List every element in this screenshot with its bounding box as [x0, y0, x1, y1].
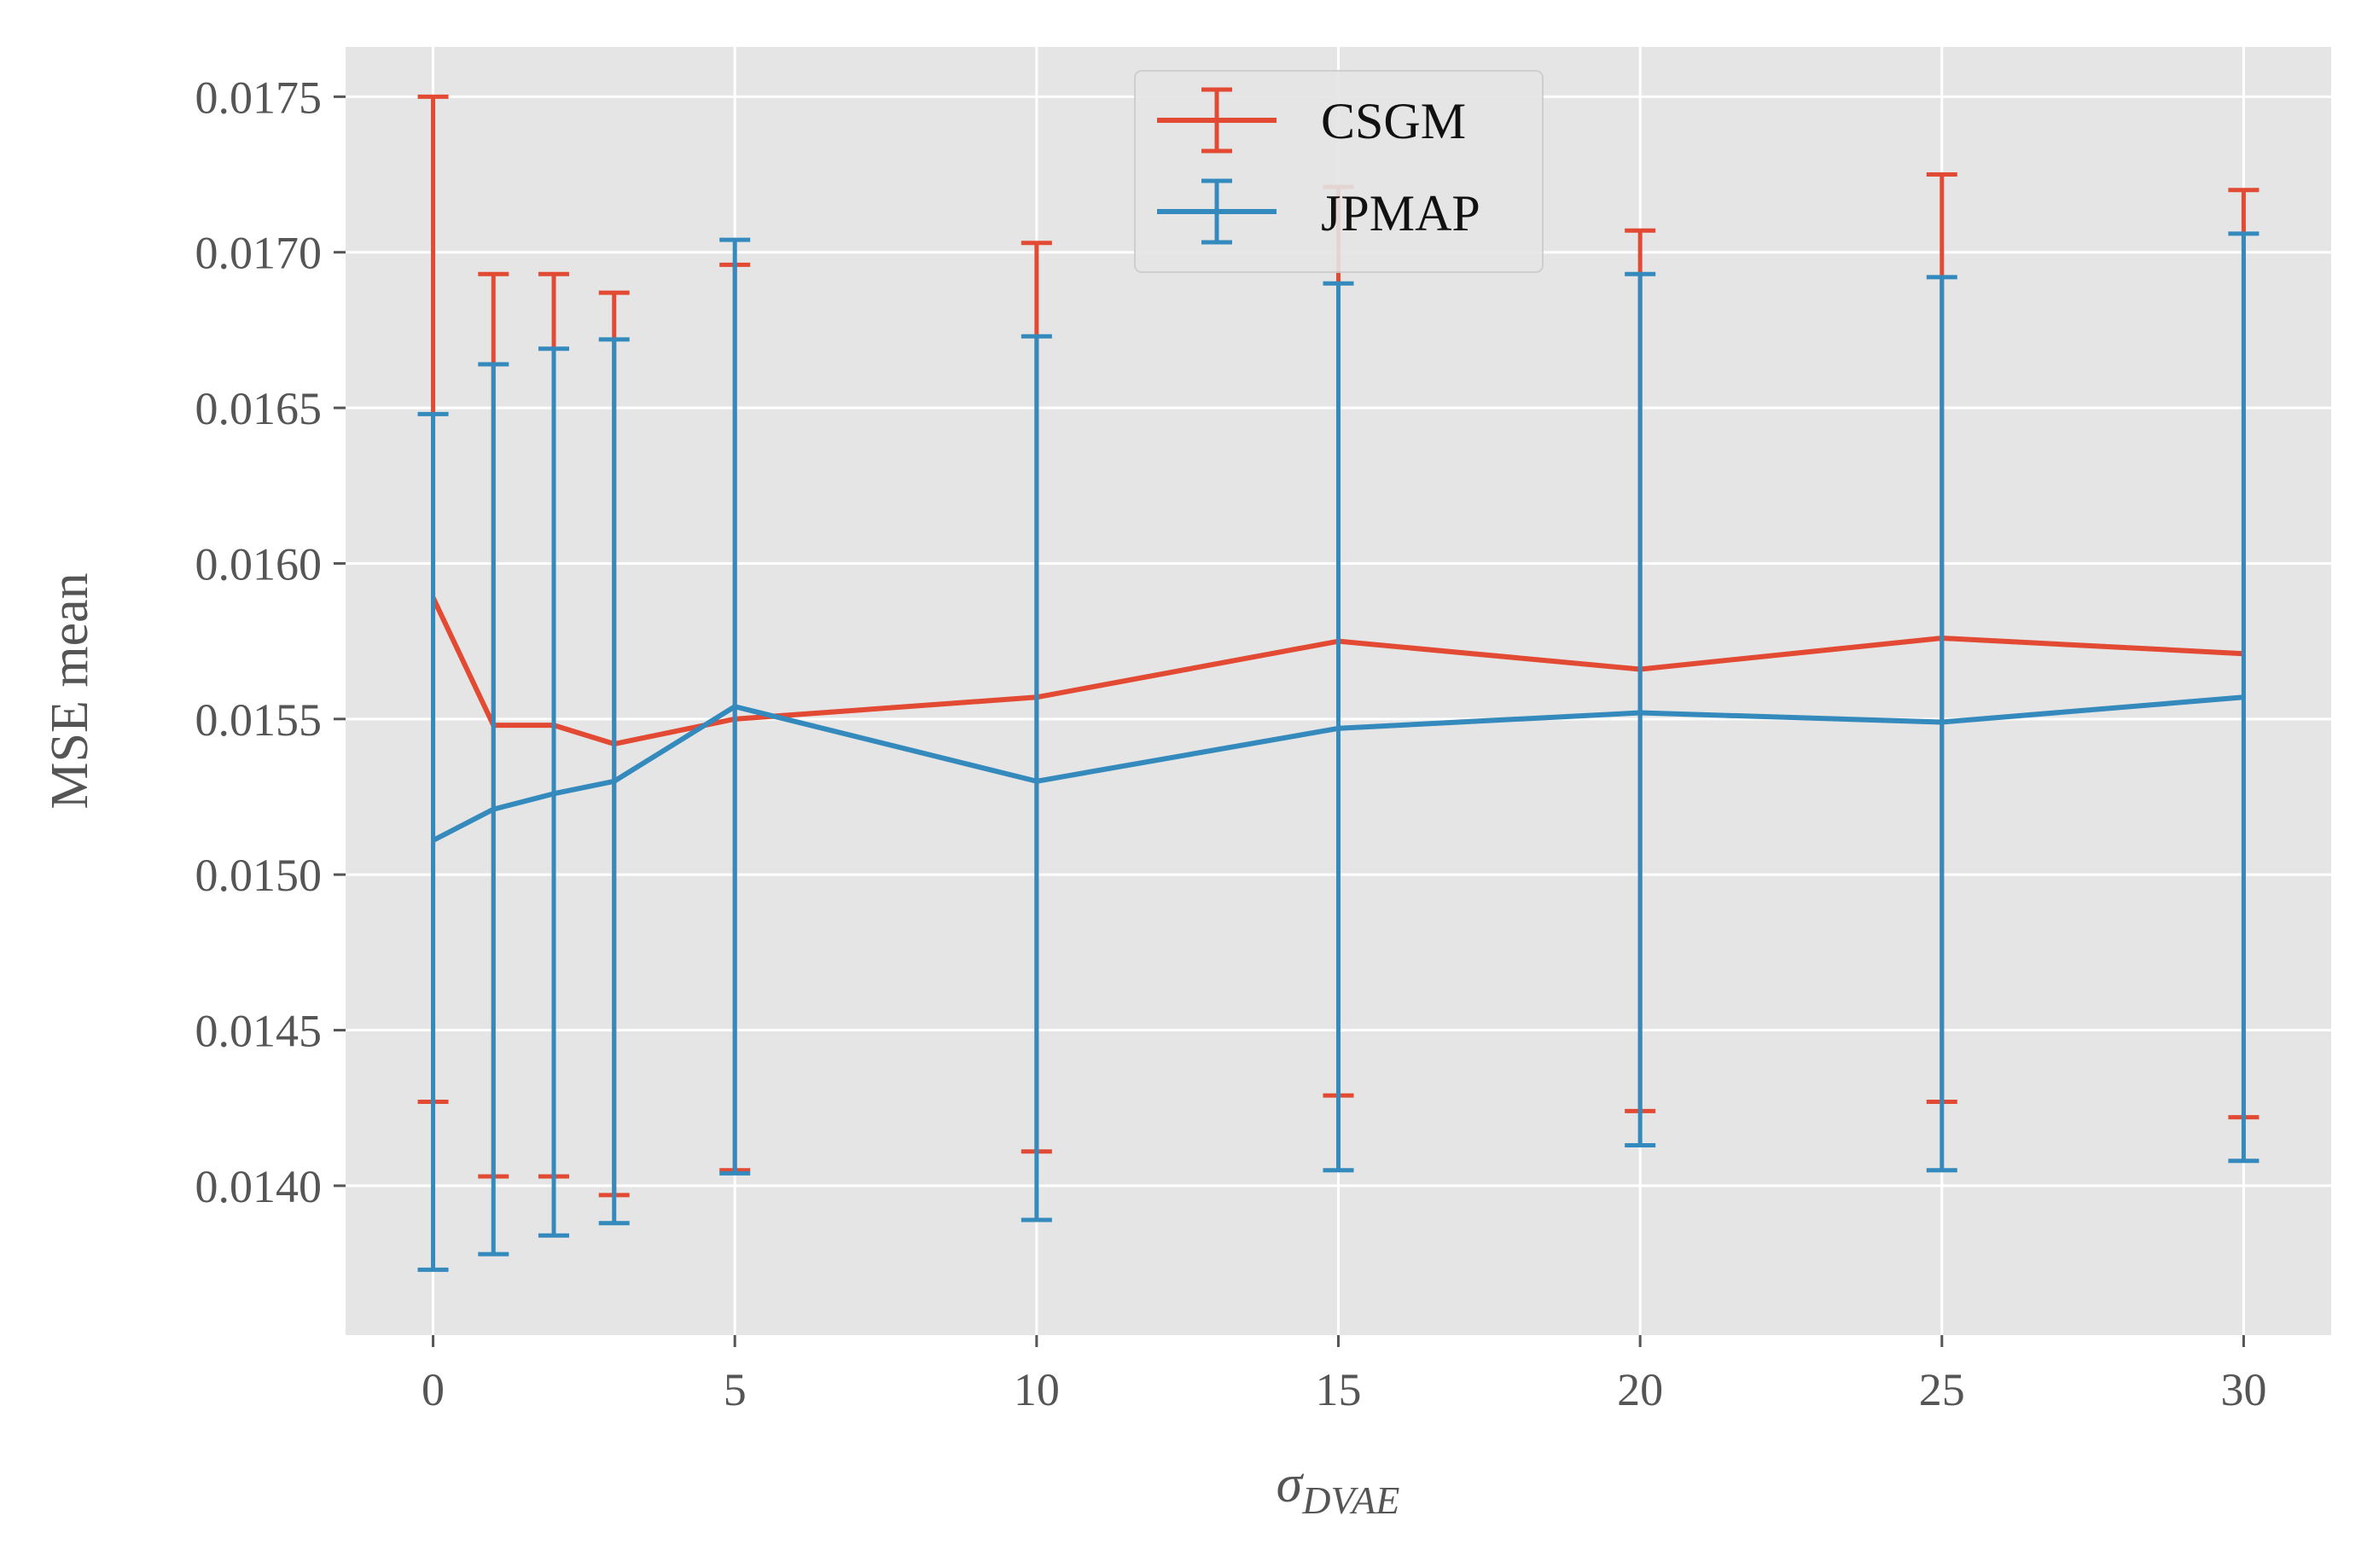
series-line-csgm: [430, 596, 2244, 747]
x-tick-label: 30: [2220, 1364, 2266, 1415]
legend: CSGM JPMAP: [1134, 70, 1544, 273]
y-tick-label: 0.0140: [195, 1161, 323, 1212]
x-tick-label: 20: [1617, 1364, 1663, 1415]
legend-entry-csgm: CSGM: [1157, 87, 1466, 154]
x-tick-label: 10: [1014, 1364, 1060, 1415]
legend-entry-jpmap: JPMAP: [1157, 178, 1480, 245]
y-tick-label: 0.0170: [195, 228, 323, 279]
y-tick-label: 0.0150: [195, 850, 323, 901]
x-tick-label: 15: [1316, 1364, 1362, 1415]
legend-label-csgm: CSGM: [1321, 93, 1466, 149]
legend-label-jpmap: JPMAP: [1321, 185, 1480, 241]
y-tick-label: 0.0165: [195, 383, 323, 434]
series-layer: [417, 94, 2259, 1272]
axis-ticks: 0 5 10 15 20 25 30 0.0140 0.0145 0.0150 0.0155 0.01…: [195, 72, 2267, 1415]
x-axis-label-symbol: σ: [1277, 1455, 1305, 1513]
y-tick-label: 0.0160: [195, 538, 323, 589]
x-tick-label: 0: [422, 1364, 445, 1415]
y-axis-label: MSE mean: [41, 572, 99, 809]
series-jpmap: [417, 231, 2259, 1272]
series-line-jpmap: [432, 694, 2244, 843]
x-tick-label: 5: [724, 1364, 747, 1415]
x-axis-label-subscript: DVAE: [1301, 1478, 1399, 1522]
x-axis-label: σDVAE: [1277, 1455, 1400, 1522]
y-tick-label: 0.0175: [195, 72, 323, 123]
y-tick-label: 0.0155: [195, 694, 323, 746]
x-tick-label: 25: [1919, 1364, 1965, 1415]
y-tick-label: 0.0145: [195, 1006, 323, 1057]
